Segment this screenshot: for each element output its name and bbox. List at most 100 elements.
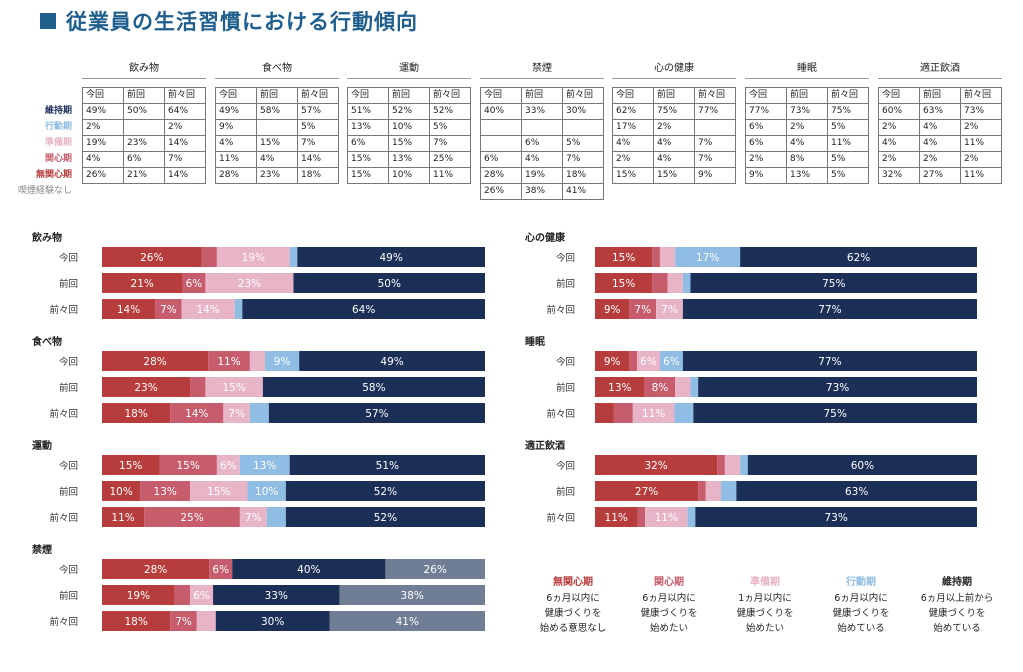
bar-segment (682, 299, 977, 319)
stage-legend: 無関心期 6ヵ月以内に 健康づくりを 始める意思なし 関心期 6ヵ月以内に 健康づくりを 始め… (525, 575, 1005, 655)
table-cell: 15% (347, 167, 389, 184)
bar-data-label: 6% (186, 278, 203, 290)
bar-category-label: 前回 (59, 590, 78, 602)
table-cell: 9% (745, 167, 787, 184)
table-cell: 15% (256, 135, 298, 152)
bar-segment (102, 455, 160, 475)
bar-segment (159, 455, 217, 475)
bar-segment (629, 299, 657, 319)
table-cell (123, 119, 165, 136)
table-title: 禁煙 (480, 60, 604, 79)
table-cell: 8% (786, 151, 828, 168)
bar-segment (144, 507, 240, 527)
bar-data-label: 6% (212, 564, 229, 576)
table-header-cell: 前回 (786, 87, 828, 104)
bar-data-label: 10% (255, 486, 278, 498)
table-row: 28% 23% 18% (215, 167, 339, 184)
table-header-cell: 前々回 (960, 87, 1002, 104)
bar-category-label: 前回 (556, 382, 575, 394)
table-cell: 41% (562, 183, 604, 200)
table-row: 2% 4% 7% (612, 151, 736, 168)
group-title: 睡眠 (525, 335, 545, 348)
bar-segment (223, 403, 250, 423)
table-cell: 6% (123, 151, 165, 168)
table-cell: 2% (82, 119, 124, 136)
bar-data-label: 57% (365, 408, 388, 420)
table-cell: 58% (256, 103, 298, 120)
table-cell: 50% (123, 103, 165, 120)
table-cell: 2% (878, 151, 920, 168)
table-row: 6% 4% 11% (745, 135, 869, 152)
table-cell: 4% (256, 151, 298, 168)
table-cell: 4% (612, 135, 654, 152)
table-cell: 4% (653, 135, 695, 152)
bar-category-label: 前々回 (546, 408, 575, 420)
table-cell: 4% (919, 135, 961, 152)
bar-segment (747, 455, 977, 475)
bar-segment (170, 611, 197, 631)
bar-segment (595, 351, 630, 371)
table-row: 2% 2% 2% (878, 151, 1002, 168)
bar-data-label: 9% (604, 304, 621, 316)
bar-segment (170, 403, 224, 423)
bar-segment (595, 481, 699, 501)
table-cell: 60% (878, 103, 920, 120)
table-cell: 49% (82, 103, 124, 120)
table-cell: 14% (297, 151, 339, 168)
table-cell: 2% (786, 119, 828, 136)
table-grid: 今回 前回 前々回 62% 75% 77% 17% 2% 4% 4% 7% 2% 4% 7% 15% 15% 9… (612, 87, 736, 184)
bar-segment (652, 247, 660, 267)
table-cell: 2% (612, 151, 654, 168)
bar-data-label: 40% (297, 564, 320, 576)
table-cell: 19% (82, 135, 124, 152)
bar-category-label: 前回 (556, 486, 575, 498)
table-cell: 73% (960, 103, 1002, 120)
table-cell: 7% (562, 151, 604, 168)
bar-category-label: 前々回 (49, 616, 78, 628)
table-cell: 75% (653, 103, 695, 120)
table-row: 4% 4% 11% (878, 135, 1002, 152)
bar-data-label: 15% (612, 252, 635, 264)
bar-segment (595, 507, 638, 527)
bar-segment (667, 273, 683, 293)
bar-segment (209, 559, 233, 579)
bar-data-label: 73% (824, 512, 847, 524)
table-cell: 2% (745, 151, 787, 168)
table-row: 26% 21% 14% (82, 167, 206, 184)
bar-category-label: 前々回 (546, 512, 575, 524)
legend-description: 健康づくりを (544, 608, 602, 619)
table-row: 49% 58% 57% (215, 103, 339, 120)
legend-description: 健康づくりを (832, 608, 890, 619)
table-cell: 30% (562, 103, 604, 120)
bar-data-label: 49% (379, 252, 402, 264)
legend-item: 無関心期 6ヵ月以内に 健康づくりを 始める意思なし (525, 575, 621, 636)
table-row: 60% 63% 73% (878, 103, 1002, 120)
legend-description: 始める意思なし (539, 623, 607, 634)
table-cell: 11% (960, 135, 1002, 152)
table-cell: 2% (960, 119, 1002, 136)
table-row: 17% 2% (612, 119, 736, 136)
bar-segment (645, 507, 688, 527)
table-cell: 9% (694, 167, 736, 184)
table-cell: 18% (562, 167, 604, 184)
table-cell: 5% (297, 119, 339, 136)
bar-data-label: 9% (604, 356, 621, 368)
table-cell (480, 119, 522, 136)
bar-segment (740, 455, 748, 475)
table-cell: 5% (827, 167, 869, 184)
bar-segment (102, 481, 141, 501)
table-title: 運動 (347, 60, 471, 79)
legend-description: 6ヵ月以上前から (920, 593, 994, 604)
table-cell: 9% (215, 119, 257, 136)
table-cell: 7% (164, 151, 206, 168)
bar-data-label: 18% (124, 408, 147, 420)
bar-data-label: 11% (605, 512, 628, 524)
bar-data-label: 11% (111, 512, 134, 524)
table-row: 9% 5% (215, 119, 339, 136)
bar-category-label: 今回 (59, 564, 78, 576)
table-cell: 15% (347, 151, 389, 168)
table-grid: 今回 前回 前々回 60% 63% 73% 2% 4% 2% 4% 4% 11% 2% 2% 2% 32% 27… (878, 87, 1002, 184)
bar-segment (213, 585, 340, 605)
table-0: 飲み物 今回 前回 前々回 49% 50% 64% 2% 2% 19% 23% 14% 4% 6% 7% 26… (82, 60, 206, 184)
legend-description: 6ヵ月以内に (546, 593, 600, 604)
